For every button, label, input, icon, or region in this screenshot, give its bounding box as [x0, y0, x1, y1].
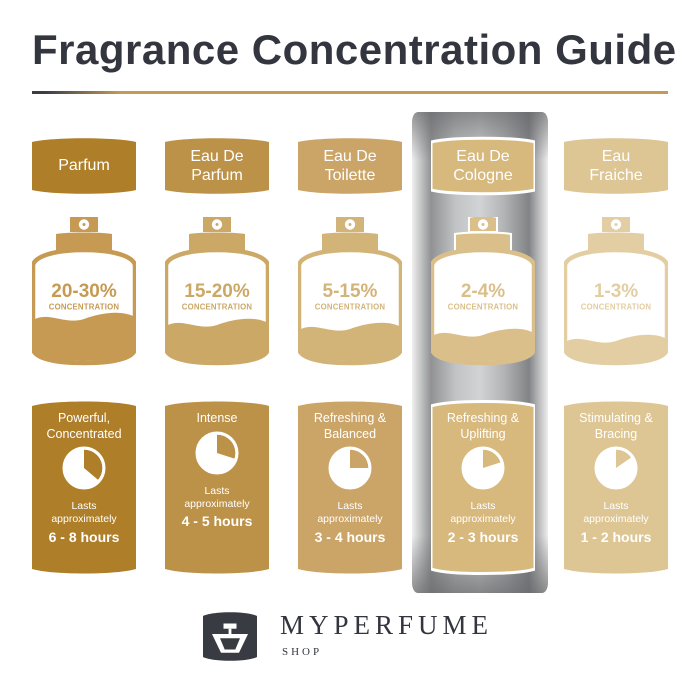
svg-text:5-15%: 5-15% — [323, 281, 378, 302]
svg-text:CONCENTRATION: CONCENTRATION — [49, 303, 120, 312]
svg-text:20-30%: 20-30% — [51, 281, 117, 302]
svg-text:1-3%: 1-3% — [594, 281, 638, 302]
svg-text:2-4%: 2-4% — [461, 281, 505, 302]
svg-text:15-20%: 15-20% — [184, 281, 250, 302]
svg-text:CONCENTRATION: CONCENTRATION — [315, 303, 386, 312]
svg-text:CONCENTRATION: CONCENTRATION — [182, 303, 253, 312]
svg-text:CONCENTRATION: CONCENTRATION — [581, 303, 652, 312]
svg-text:CONCENTRATION: CONCENTRATION — [448, 303, 519, 312]
